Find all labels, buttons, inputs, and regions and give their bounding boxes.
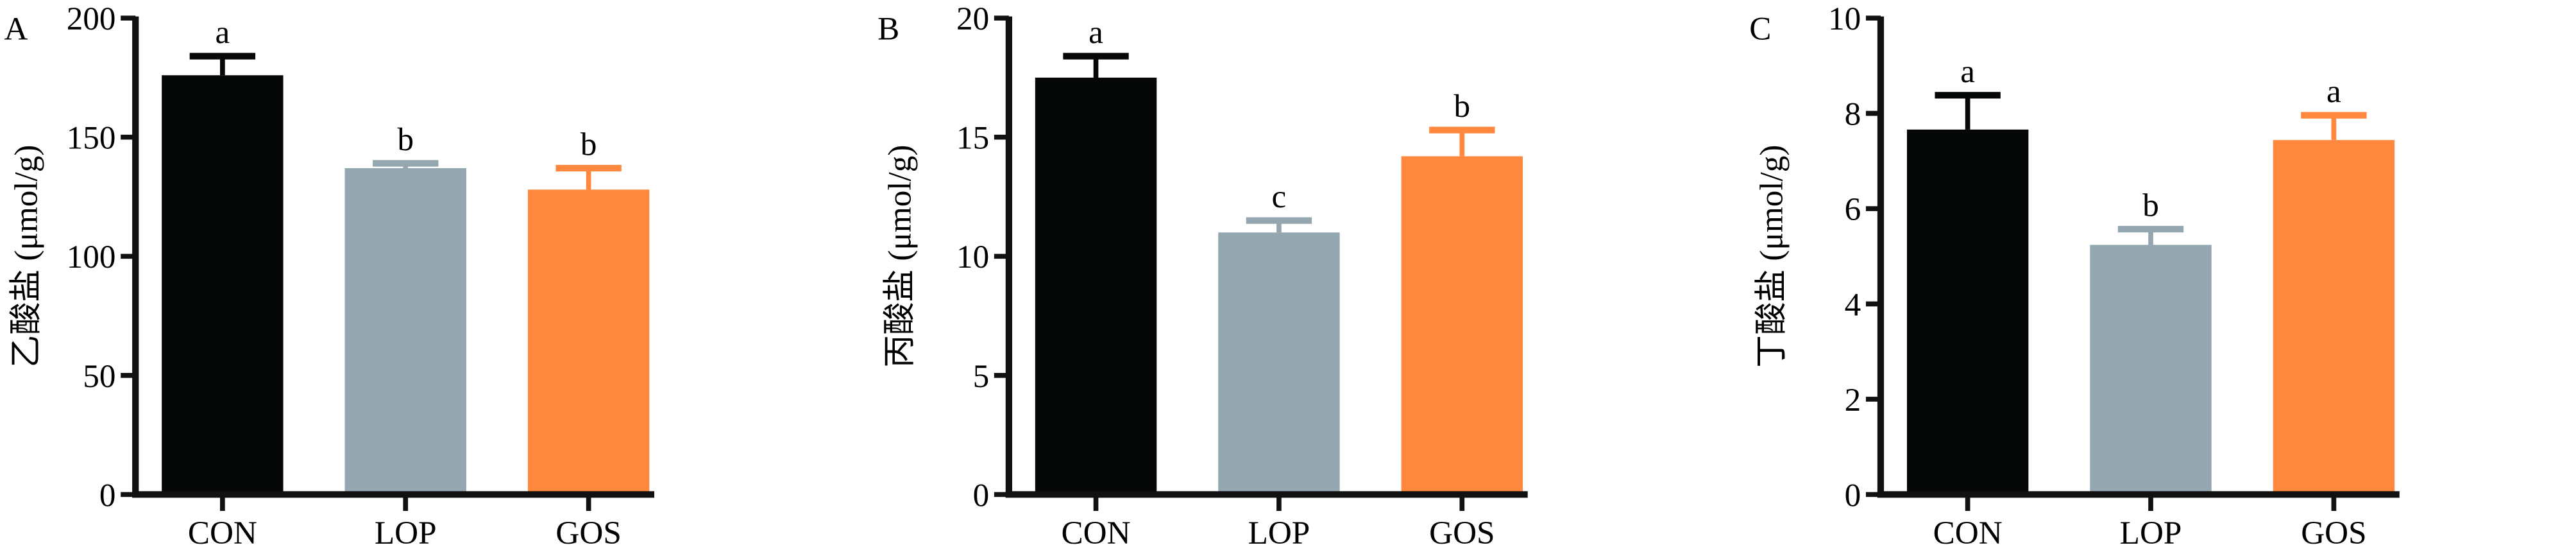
x-tick-label: LOP: [1248, 515, 1310, 551]
y-axis-label: 丁酸盐 (μmol/g): [1753, 145, 1790, 368]
x-tick-label: GOS: [555, 515, 621, 551]
significance-label: b: [397, 121, 414, 158]
bar-gos: [1401, 156, 1523, 495]
significance-label: a: [1960, 53, 1975, 90]
bar-lop: [2090, 245, 2212, 495]
y-tick-label: 4: [1845, 286, 1861, 323]
bar-lop: [1218, 232, 1340, 495]
panel-label: B: [877, 10, 899, 47]
bar-gos: [527, 189, 650, 495]
panel-b: B 丙酸盐 (μmol/g) a CON c LOP b GOS 0 5 10 15 20: [877, 1, 1528, 551]
y-tick-label: 100: [67, 239, 116, 275]
y-tick-label: 0: [99, 477, 116, 513]
significance-label: c: [1272, 178, 1287, 215]
bar-gos: [2273, 140, 2395, 495]
y-axis-label: 丙酸盐 (μmol/g): [881, 145, 918, 368]
y-tick-label: 10: [956, 239, 989, 275]
panel-label: C: [1749, 10, 1771, 47]
significance-label: b: [1454, 88, 1471, 125]
y-tick-label: 0: [1845, 477, 1861, 513]
significance-label: b: [580, 126, 597, 162]
bar-con: [1906, 129, 2029, 495]
y-tick-label: 10: [1828, 1, 1861, 37]
bar-con: [1035, 77, 1157, 495]
significance-label: a: [216, 14, 230, 51]
y-tick-label: 8: [1845, 96, 1861, 133]
significance-label: a: [1089, 14, 1103, 51]
x-tick-label: GOS: [2301, 515, 2366, 551]
y-tick-label: 6: [1845, 191, 1861, 228]
bar-con: [162, 75, 284, 495]
significance-label: b: [2142, 187, 2159, 224]
y-tick-label: 20: [956, 1, 989, 37]
panel-a: A 乙酸盐 (μmol/g) a CON b LOP b GOS 0 50 100 150 200: [4, 1, 655, 551]
y-tick-label: 5: [973, 358, 990, 395]
y-tick-label: 15: [956, 120, 989, 157]
y-axis-label: 乙酸盐 (μmol/g): [8, 145, 45, 368]
x-tick-label: CON: [1933, 515, 2003, 551]
y-tick-label: 50: [83, 358, 115, 395]
x-tick-label: CON: [1061, 515, 1130, 551]
y-tick-label: 150: [67, 120, 116, 157]
y-tick-label: 2: [1845, 382, 1861, 418]
y-tick-label: 200: [67, 1, 116, 37]
panel-c: C 丁酸盐 (μmol/g) a CON b LOP a GOS 0 2 4 6 8 10: [1749, 1, 2400, 551]
y-tick-label: 0: [973, 477, 990, 513]
x-tick-label: GOS: [1429, 515, 1495, 551]
significance-label: a: [2326, 73, 2341, 110]
bar-lop: [344, 168, 466, 495]
x-tick-label: CON: [188, 515, 257, 551]
x-tick-label: LOP: [2120, 515, 2182, 551]
panel-label: A: [4, 10, 28, 47]
x-tick-label: LOP: [375, 515, 437, 551]
